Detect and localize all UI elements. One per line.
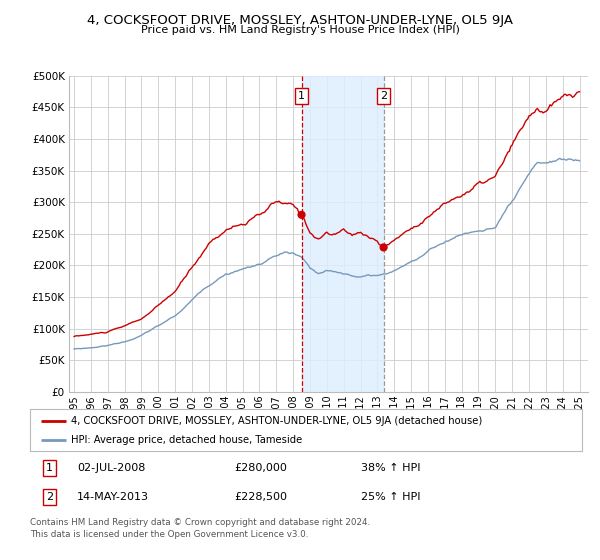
Bar <box>302 76 383 392</box>
Text: Contains HM Land Registry data © Crown copyright and database right 2024.
This d: Contains HM Land Registry data © Crown c… <box>30 518 370 539</box>
Point <box>297 211 307 220</box>
Text: 25% ↑ HPI: 25% ↑ HPI <box>361 492 421 502</box>
Text: 4, COCKSFOOT DRIVE, MOSSLEY, ASHTON-UNDER-LYNE, OL5 9JA (detached house): 4, COCKSFOOT DRIVE, MOSSLEY, ASHTON-UNDE… <box>71 416 482 426</box>
Text: 02-JUL-2008: 02-JUL-2008 <box>77 463 145 473</box>
Text: 38% ↑ HPI: 38% ↑ HPI <box>361 463 421 473</box>
Text: £280,000: £280,000 <box>234 463 287 473</box>
Text: 14-MAY-2013: 14-MAY-2013 <box>77 492 149 502</box>
Text: 1: 1 <box>46 463 53 473</box>
Point <box>379 243 388 252</box>
Text: 2: 2 <box>380 91 387 101</box>
Text: 2: 2 <box>46 492 53 502</box>
Text: 1: 1 <box>298 91 305 101</box>
Text: 4, COCKSFOOT DRIVE, MOSSLEY, ASHTON-UNDER-LYNE, OL5 9JA: 4, COCKSFOOT DRIVE, MOSSLEY, ASHTON-UNDE… <box>87 14 513 27</box>
Text: Price paid vs. HM Land Registry's House Price Index (HPI): Price paid vs. HM Land Registry's House … <box>140 25 460 35</box>
Text: HPI: Average price, detached house, Tameside: HPI: Average price, detached house, Tame… <box>71 435 302 445</box>
Text: £228,500: £228,500 <box>234 492 287 502</box>
